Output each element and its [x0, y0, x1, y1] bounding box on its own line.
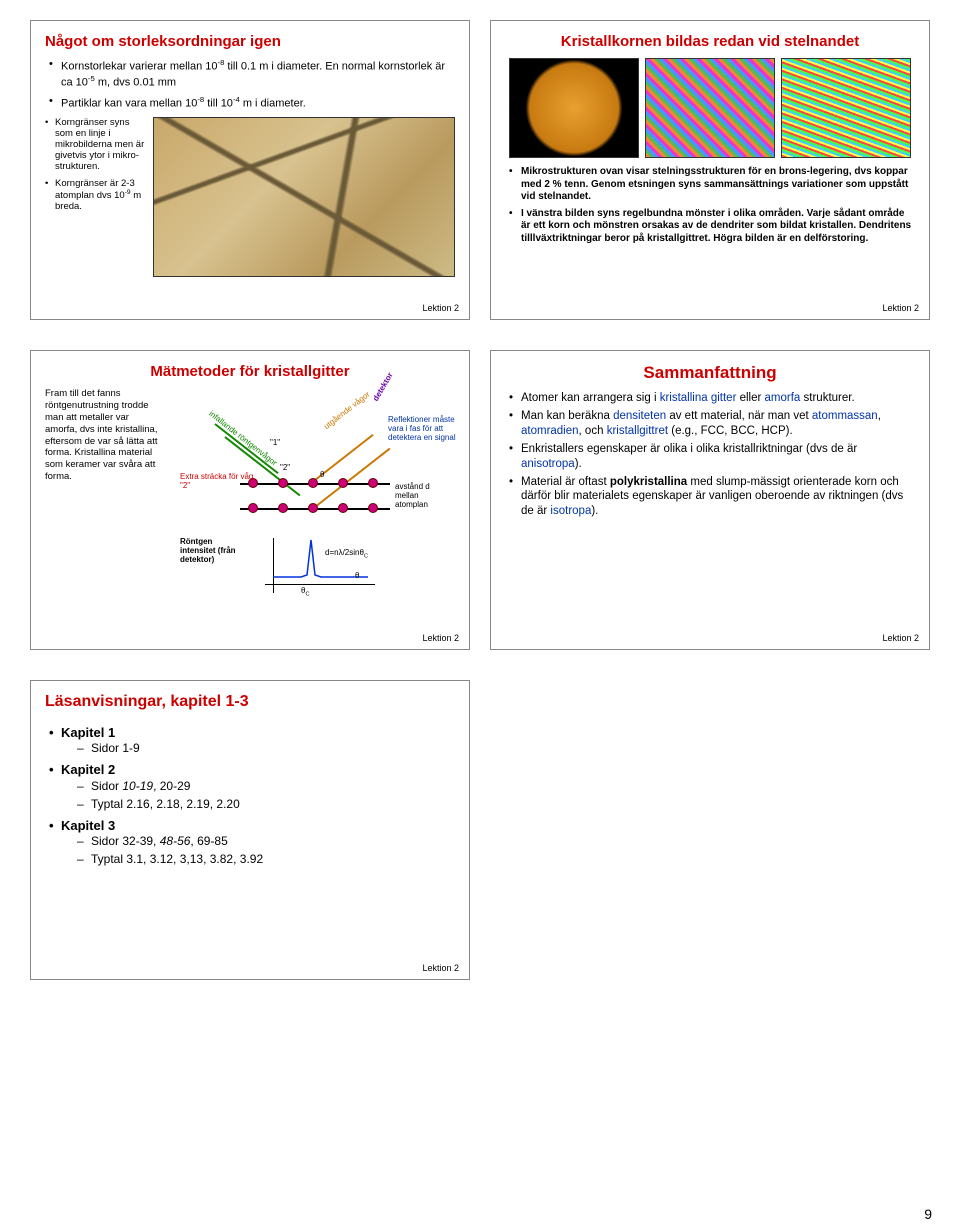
slide1-bullet-2: Partiklar kan vara mellan 10-8 till 10-4… — [49, 95, 455, 111]
slide1-micrograph — [153, 117, 455, 277]
slide3-left-text: Fram till det fanns röntgenutrustning tr… — [45, 388, 160, 598]
slide3-diagram: infallande röntgenvågor "1" "2" utgående… — [170, 388, 455, 598]
slide2-b1: Mikrostrukturen ovan visar stelningsstru… — [509, 166, 915, 204]
chapter-subitem: Sidor 10-19, 20-29 — [77, 779, 455, 794]
slide1-footer: Lektion 2 — [422, 303, 459, 313]
slide2-img-mid — [645, 58, 775, 158]
chapter-subitem: Sidor 32-39, 48-56, 69-85 — [77, 834, 455, 849]
chapter-subitem: Typtal 3.1, 3.12, 3,13, 3.82, 3.92 — [77, 852, 455, 867]
slide3-footer: Lektion 2 — [422, 633, 459, 643]
slide2-b2: I vänstra bilden syns regelbundna mönste… — [509, 208, 915, 246]
label-thetac: θC — [301, 586, 310, 598]
slide1-top-bullets: Kornstorlekar varierar mellan 10-8 till … — [45, 58, 455, 111]
slide2-footer: Lektion 2 — [882, 303, 919, 313]
label-rontgen: Röntgen intensitet (från detektor) — [180, 538, 240, 564]
slide2-title: Kristallkornen bildas redan vid stelnand… — [505, 33, 915, 50]
incoming-ray-1 — [214, 423, 278, 474]
label-formula: d=nλ/2sinθC — [325, 548, 368, 560]
atom-dot — [278, 503, 288, 513]
chapter-sublist: Sidor 10-19, 20-29 Typtal 2.16, 2.18, 2.1… — [61, 779, 455, 812]
slide5-list: Kapitel 1Sidor 1-9 Kapitel 2Sidor 10-19, … — [45, 725, 455, 867]
atom-dot — [338, 478, 348, 488]
page-number: 9 — [924, 1206, 932, 1222]
chapter-item: Kapitel 1Sidor 1-9 — [49, 725, 455, 756]
atom-dot — [368, 478, 378, 488]
chapter-item: Kapitel 3Sidor 32-39, 48-56, 69-85Typtal… — [49, 818, 455, 867]
chapter-subitem: Typtal 2.16, 2.18, 2.19, 2.20 — [77, 797, 455, 812]
label-extra: Extra sträcka för våg "2" — [180, 473, 255, 491]
atom-dot — [248, 503, 258, 513]
slide1-bullet-1: Kornstorlekar varierar mellan 10-8 till … — [49, 58, 455, 91]
label-wave1: "1" — [270, 438, 280, 447]
label-utga: utgående vågor — [322, 390, 371, 431]
slide4-item: Material är oftast polykristallina med s… — [509, 475, 915, 518]
slide1-left-2: Korngränser är 2-3 atomplan dvs 10-9 m b… — [45, 178, 145, 212]
slide1-left-1: Korngränser syns som en linje i mikrobil… — [45, 117, 145, 172]
label-theta-top: θ — [320, 470, 324, 479]
label-wave2: "2" — [280, 463, 290, 472]
atom-dot — [368, 503, 378, 513]
atom-dot — [338, 503, 348, 513]
chapter-sublist: Sidor 1-9 — [61, 741, 455, 756]
chapter-subitem: Sidor 1-9 — [77, 741, 455, 756]
slide1-left-col: Korngränser syns som en linje i mikrobil… — [45, 117, 145, 277]
page-grid: Något om storleksordningar igen Kornstor… — [0, 0, 960, 1000]
label-avstand: avstånd d mellan atomplan — [395, 483, 450, 509]
slide2-image-row — [505, 58, 915, 158]
chapter-item: Kapitel 2Sidor 10-19, 20-29Typtal 2.16, … — [49, 762, 455, 811]
label-infall: infallande röntgenvågor — [207, 409, 278, 468]
slide5-footer: Lektion 2 — [422, 963, 459, 973]
atom-dot — [308, 478, 318, 488]
slide1-title: Något om storleksordningar igen — [45, 33, 455, 50]
slide-storleksordningar: Något om storleksordningar igen Kornstor… — [30, 20, 470, 320]
intensity-plot: d=nλ/2sinθC θ θC — [265, 538, 375, 593]
slide2-img-right — [781, 58, 911, 158]
label-theta-axis: θ — [355, 571, 359, 580]
slide4-footer: Lektion 2 — [882, 633, 919, 643]
atom-dot — [308, 503, 318, 513]
slide-kristallkornen: Kristallkornen bildas redan vid stelnand… — [490, 20, 930, 320]
slide-sammanfattning: Sammanfattning Atomer kan arrangera sig … — [490, 350, 930, 650]
slide4-item: Enkristallers egenskaper är olika i olik… — [509, 442, 915, 471]
slide4-list: Atomer kan arrangera sig i kristallina g… — [505, 391, 915, 518]
slide4-item: Atomer kan arrangera sig i kristallina g… — [509, 391, 915, 405]
slide2-bullets: Mikrostrukturen ovan visar stelningsstru… — [505, 166, 915, 245]
outgoing-ray-2 — [314, 448, 390, 508]
label-reflekt: Reflektioner måste vara i fas för att de… — [388, 416, 468, 442]
slide-lasanvisningar: Läsanvisningar, kapitel 1-3 Kapitel 1Sid… — [30, 680, 470, 980]
chapter-sublist: Sidor 32-39, 48-56, 69-85 Typtal 3.1, 3.1… — [61, 834, 455, 867]
atom-dot — [278, 478, 288, 488]
slide2-img-left — [509, 58, 639, 158]
slide-matmetoder: Mätmetoder för kristallgitter Fram till … — [30, 350, 470, 650]
slide5-title: Läsanvisningar, kapitel 1-3 — [45, 693, 455, 711]
slide4-title: Sammanfattning — [505, 363, 915, 383]
slide4-item: Man kan beräkna densiteten av ett materi… — [509, 409, 915, 438]
